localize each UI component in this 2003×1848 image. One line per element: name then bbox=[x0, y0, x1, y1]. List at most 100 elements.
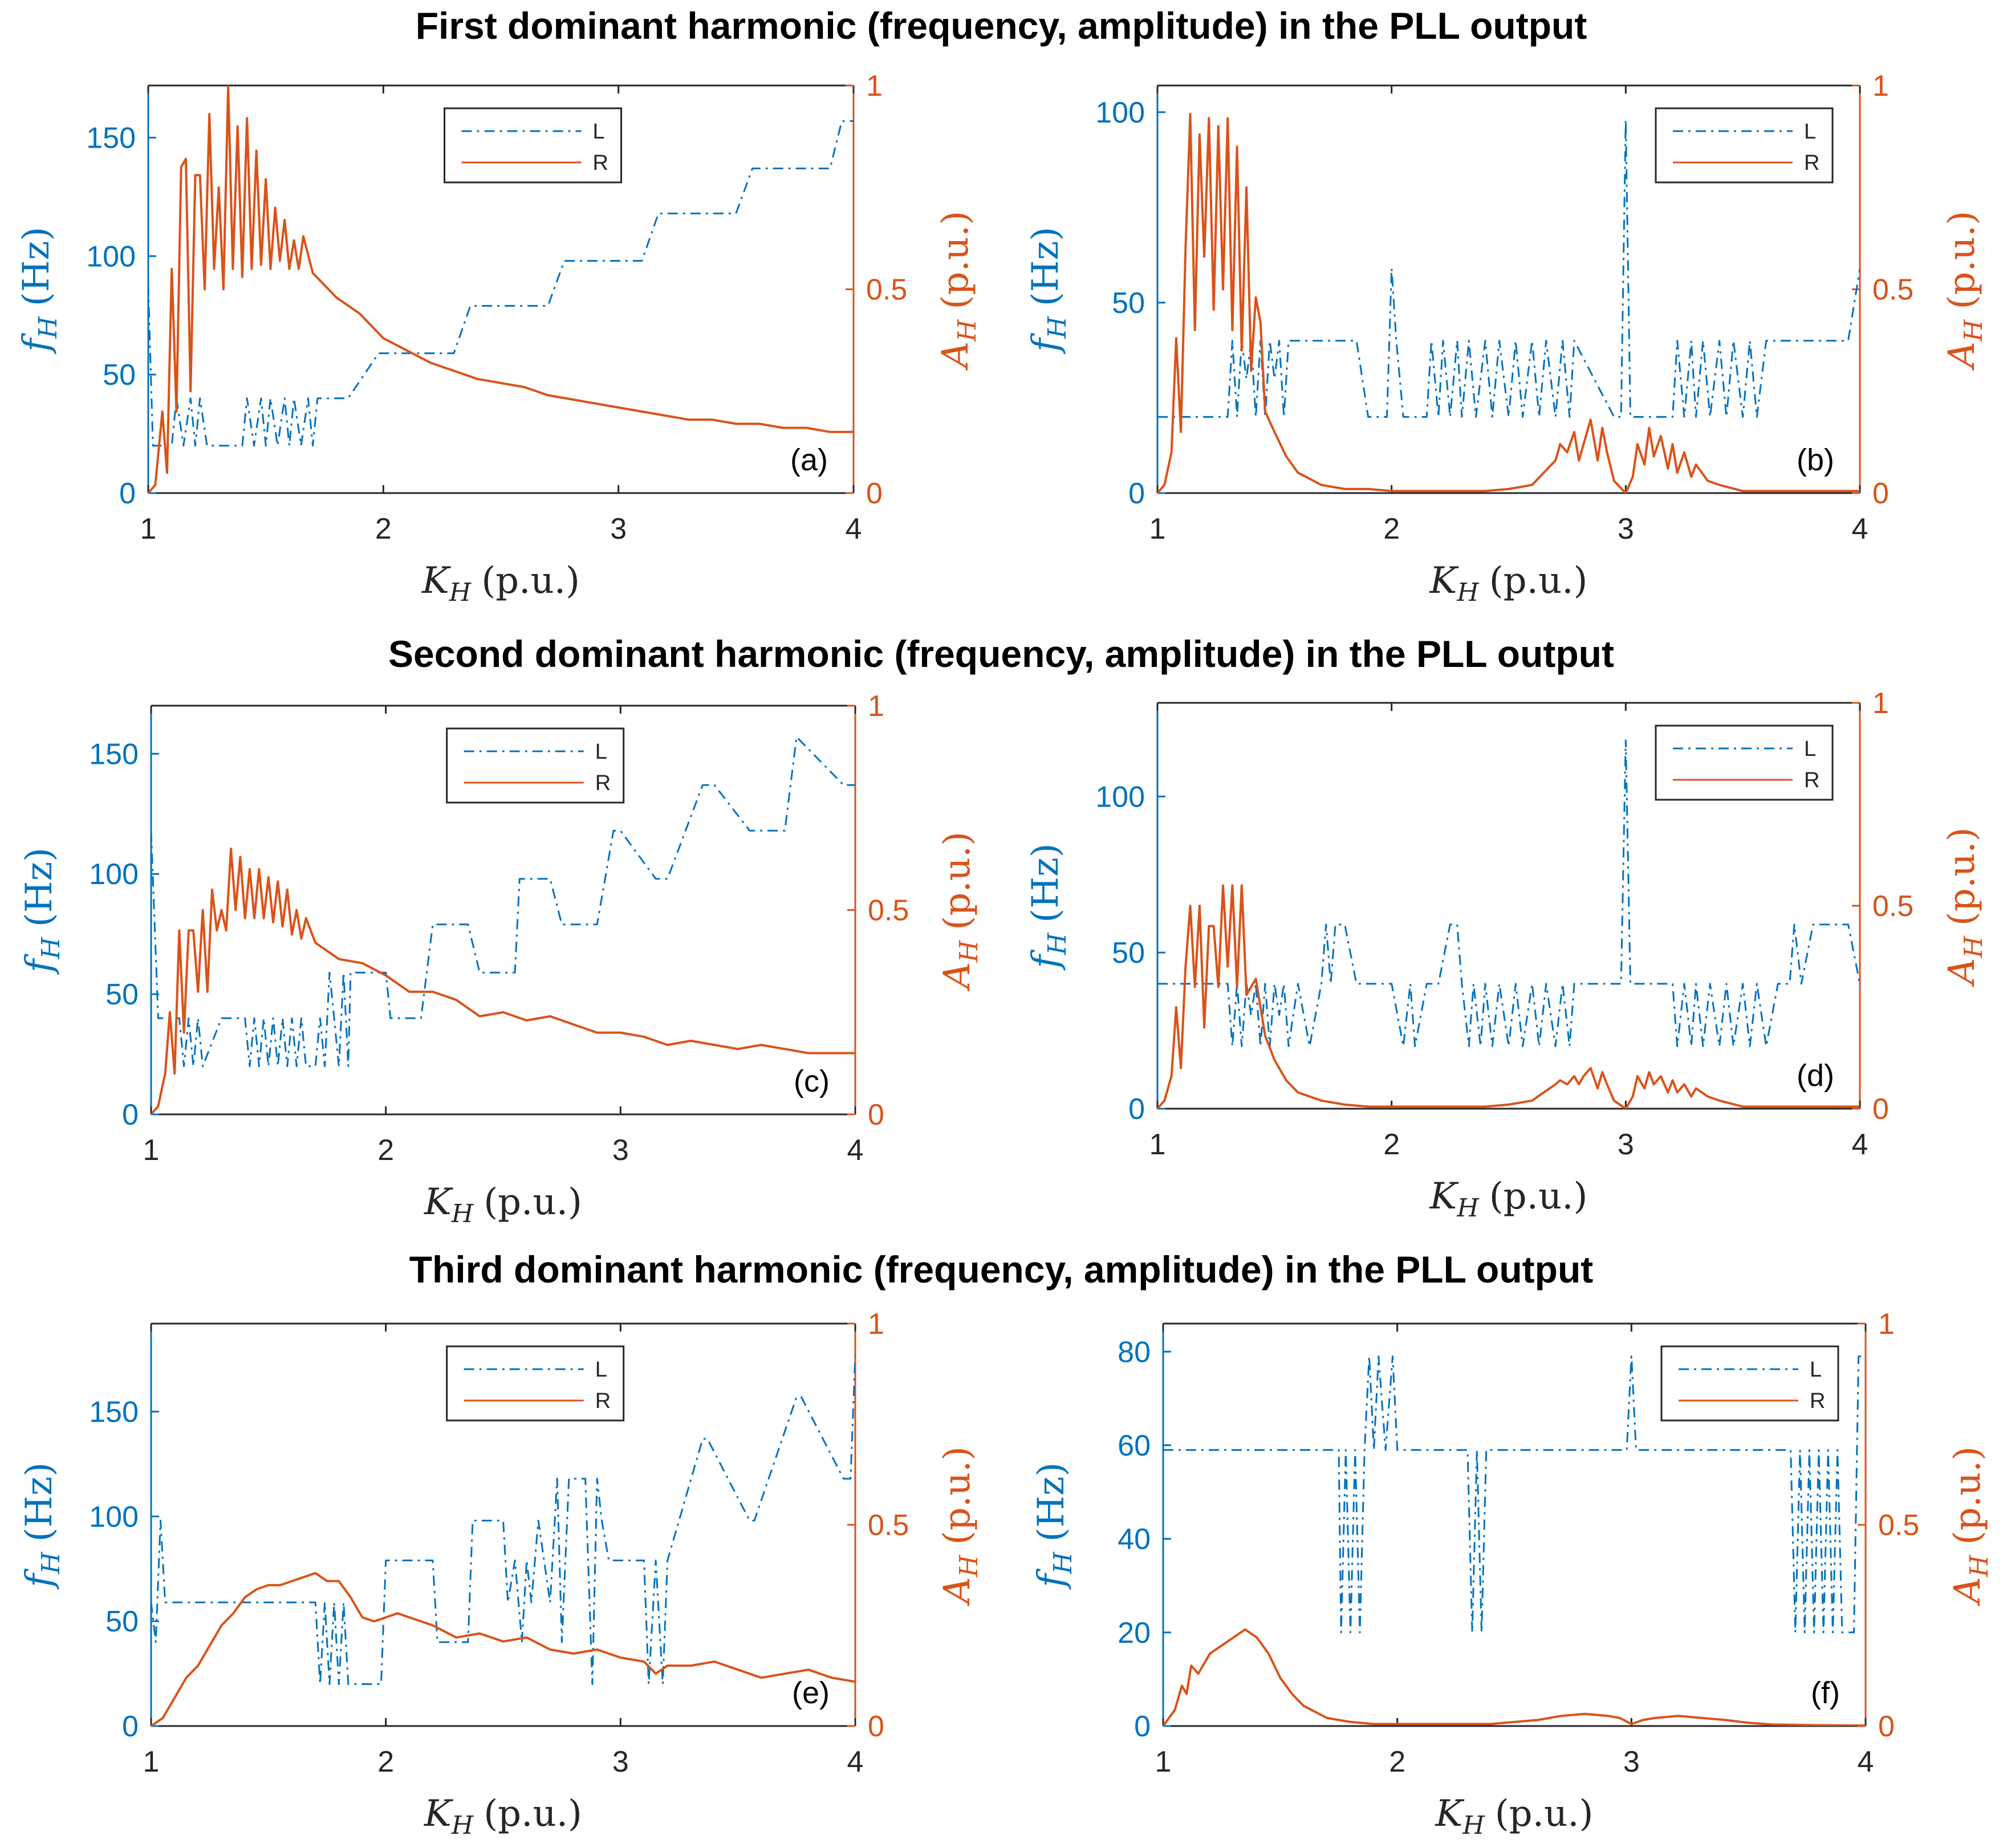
legend-box bbox=[446, 1345, 625, 1422]
y-left-axis-label-subscript: H bbox=[34, 316, 63, 339]
y-left-tick-label: 60 bbox=[1118, 1429, 1151, 1462]
y-right-axis-label: AH (p.u.) bbox=[935, 211, 982, 371]
y-left-tick-label: 80 bbox=[1118, 1336, 1151, 1369]
y-left-tick-label: 0 bbox=[1128, 1093, 1145, 1126]
x-tick-label: 3 bbox=[1623, 1745, 1640, 1778]
series-line-R bbox=[1157, 884, 1860, 1109]
legend-label-R: R bbox=[1804, 151, 1819, 175]
x-axis-label-symbol: K bbox=[1429, 1175, 1459, 1218]
x-axis-label-unit: (p.u.) bbox=[1489, 1175, 1588, 1218]
x-tick-label: 3 bbox=[1618, 512, 1634, 546]
y-right-tick-label: 0 bbox=[1872, 477, 1889, 510]
x-tick-label: 1 bbox=[143, 1134, 160, 1167]
x-tick-label: 2 bbox=[1389, 1745, 1405, 1778]
y-left-axis-label-unit: (Hz) bbox=[18, 848, 60, 927]
series-line-L bbox=[1157, 119, 1860, 418]
x-axis-label: KH (p.u.) bbox=[1429, 560, 1588, 607]
x-axis-label-subscript: H bbox=[451, 1811, 474, 1840]
legend-label-L: L bbox=[595, 1358, 607, 1382]
x-axis-label-symbol: K bbox=[424, 1793, 453, 1835]
y-right-axis-label-subscript: H bbox=[1959, 935, 1988, 958]
x-tick-label: 4 bbox=[1852, 512, 1868, 546]
x-axis-label-subscript: H bbox=[1456, 578, 1480, 607]
legend: LR bbox=[1660, 1345, 1839, 1422]
y-left-tick-label: 100 bbox=[89, 1500, 139, 1533]
y-right-axis-label: AH (p.u.) bbox=[936, 832, 984, 991]
y-right-axis-label-subscript: H bbox=[954, 939, 984, 963]
y-left-axis-label-subscript: H bbox=[1049, 1551, 1078, 1574]
legend: LR bbox=[446, 1345, 625, 1422]
section-title-third: Third dominant harmonic (frequency, ampl… bbox=[409, 1248, 1594, 1291]
y-right-axis-label: AH (p.u.) bbox=[1941, 211, 1988, 371]
x-tick-label: 2 bbox=[1383, 1128, 1400, 1161]
y-right-axis-label-symbol: A bbox=[936, 1577, 978, 1606]
y-right-axis-label: AH (p.u.) bbox=[1947, 1446, 1994, 1606]
legend-label-L: L bbox=[1810, 1358, 1822, 1382]
x-tick-label: 3 bbox=[612, 1745, 629, 1778]
series-line-R bbox=[151, 1572, 855, 1726]
x-axis-label-unit: (p.u.) bbox=[484, 1793, 582, 1835]
y-left-tick-label: 0 bbox=[122, 1098, 139, 1131]
y-left-axis-label-subscript: H bbox=[36, 1551, 66, 1574]
x-tick-label: 4 bbox=[1852, 1128, 1868, 1161]
legend: LR bbox=[444, 107, 623, 184]
legend: LR bbox=[1655, 107, 1834, 184]
x-tick-label: 4 bbox=[847, 1134, 864, 1167]
panel-label: (d) bbox=[1797, 1059, 1834, 1093]
x-tick-label: 2 bbox=[377, 1134, 394, 1167]
x-axis-label-subscript: H bbox=[1456, 1194, 1480, 1223]
legend-label-R: R bbox=[1810, 1389, 1825, 1413]
y-left-tick-label: 0 bbox=[119, 477, 136, 510]
panel-label: (f) bbox=[1811, 1676, 1840, 1710]
y-left-tick-label: 0 bbox=[1128, 477, 1145, 510]
panel-label: (b) bbox=[1797, 443, 1834, 477]
y-right-axis-label: AH (p.u.) bbox=[1941, 827, 1988, 987]
y-right-axis-label-symbol: A bbox=[1941, 341, 1983, 371]
y-right-tick-label: 0 bbox=[868, 1098, 884, 1131]
y-left-tick-label: 20 bbox=[1118, 1617, 1151, 1650]
series-line-R bbox=[151, 848, 855, 1114]
y-right-tick-label: 0.5 bbox=[1878, 1509, 1919, 1542]
y-left-tick-label: 50 bbox=[105, 978, 139, 1011]
y-left-tick-label: 100 bbox=[86, 240, 136, 273]
x-axis-label-symbol: K bbox=[1435, 1793, 1465, 1835]
y-left-axis-label-subscript: H bbox=[36, 937, 66, 960]
y-left-tick-label: 50 bbox=[105, 1605, 139, 1638]
legend-label-L: L bbox=[1804, 737, 1816, 761]
x-axis-label-unit: (p.u.) bbox=[1489, 560, 1588, 602]
panel-label: (e) bbox=[792, 1676, 830, 1710]
legend-label-L: L bbox=[595, 740, 607, 764]
legend-box bbox=[1655, 724, 1834, 801]
legend-label-L: L bbox=[593, 120, 605, 144]
y-left-axis-label-unit: (Hz) bbox=[15, 227, 58, 306]
legend-label-R: R bbox=[595, 1389, 611, 1413]
x-tick-label: 1 bbox=[1149, 512, 1166, 546]
x-axis-label-unit: (p.u.) bbox=[484, 1181, 582, 1223]
legend-box bbox=[446, 727, 625, 804]
y-left-axis-label: fH(Hz) bbox=[1025, 227, 1072, 355]
legend-box bbox=[444, 107, 623, 184]
y-right-axis-label-unit: (p.u.) bbox=[935, 211, 977, 310]
x-axis-label-symbol: K bbox=[424, 1181, 453, 1223]
x-tick-label: 3 bbox=[610, 512, 627, 546]
panel-label: (a) bbox=[790, 443, 828, 477]
section-title-first: First dominant harmonic (frequency, ampl… bbox=[416, 5, 1587, 47]
series-line-L bbox=[151, 736, 855, 1068]
x-axis-label: KH (p.u.) bbox=[1429, 1175, 1588, 1223]
x-tick-label: 4 bbox=[847, 1745, 864, 1778]
y-right-tick-label: 1 bbox=[1878, 1308, 1895, 1341]
x-axis-label: KH (p.u.) bbox=[424, 1181, 582, 1228]
y-right-tick-label: 1 bbox=[1872, 70, 1889, 103]
y-left-tick-label: 0 bbox=[122, 1710, 139, 1743]
y-left-axis-label: fH(Hz) bbox=[18, 1462, 66, 1590]
legend-box bbox=[1660, 1345, 1839, 1422]
y-right-axis-label-subscript: H bbox=[1965, 1554, 1994, 1577]
y-left-axis-label-unit: (Hz) bbox=[1030, 1462, 1072, 1541]
y-right-tick-label: 1 bbox=[1872, 687, 1889, 720]
